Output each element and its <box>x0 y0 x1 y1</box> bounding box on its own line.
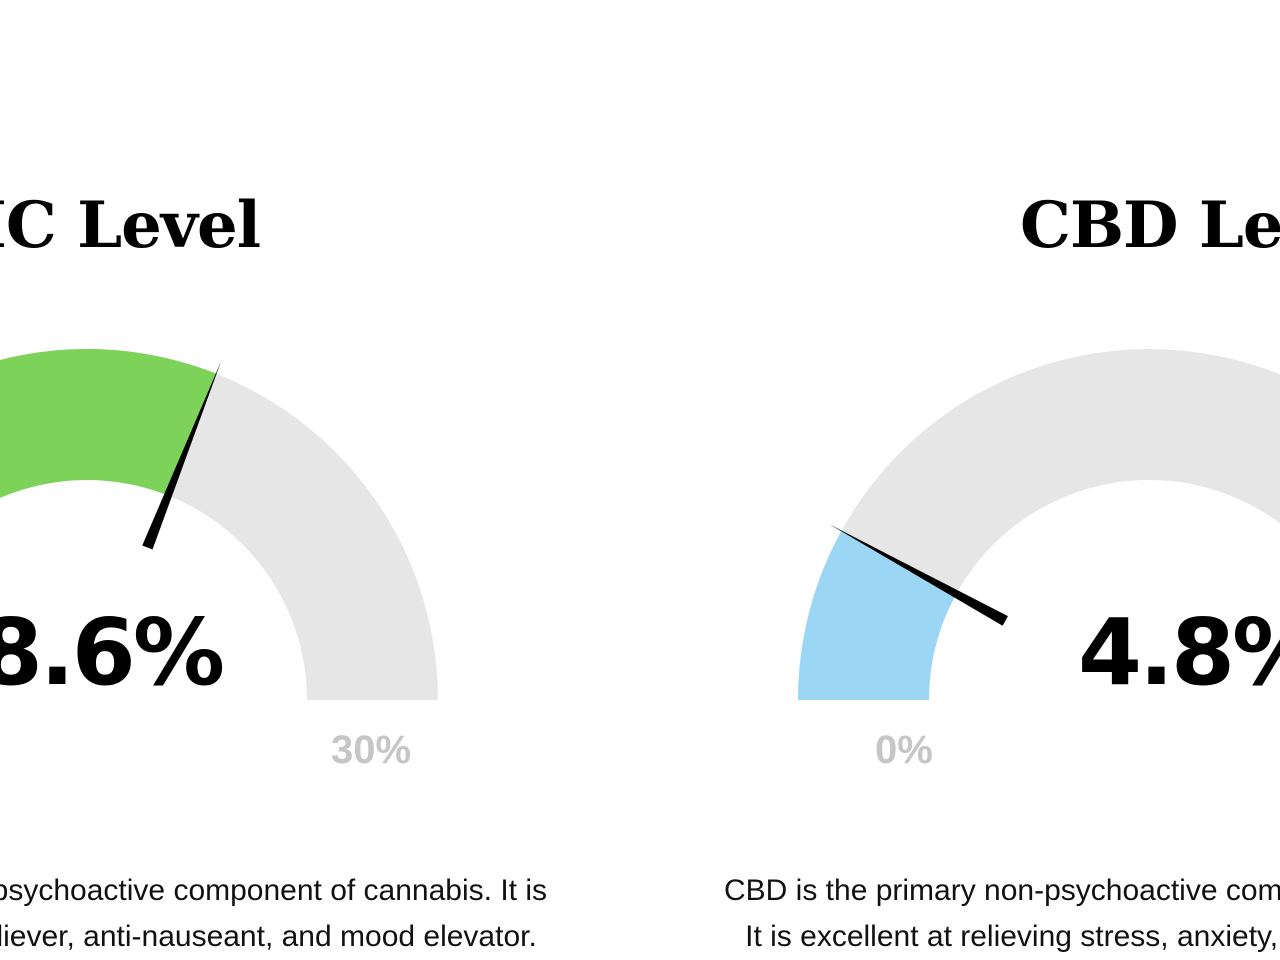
thc-gauge-fill <box>0 349 217 498</box>
cbd-description-line: It is excellent at relieving stress, anx… <box>745 920 1280 953</box>
thc-scale-max-label: 30% <box>331 728 412 772</box>
thc-level-title: THC Level <box>0 188 261 263</box>
thc-description-line: an effective pain reliever, anti-nausean… <box>0 920 537 953</box>
cbd-level-title: CBD Level <box>1020 188 1280 263</box>
cbd-gauge-needle <box>829 524 1008 626</box>
cbd-value: 4.8% <box>1078 599 1280 706</box>
thc-description: THC is the primary psychoactive componen… <box>0 868 547 960</box>
cbd-description-line: CBD is the primary non-psychoactive comp… <box>724 874 1280 907</box>
cbd-description: CBD is the primary non-psychoactive comp… <box>724 868 1280 960</box>
cbd-scale-min-label: 0% <box>875 728 933 772</box>
thc-description-line: THC is the primary psychoactive componen… <box>0 874 547 907</box>
thc-gauge <box>0 349 438 700</box>
cbd-gauge <box>798 349 1280 700</box>
thc-gauge-needle <box>142 360 222 550</box>
thc-value: 18.6% <box>0 599 225 706</box>
